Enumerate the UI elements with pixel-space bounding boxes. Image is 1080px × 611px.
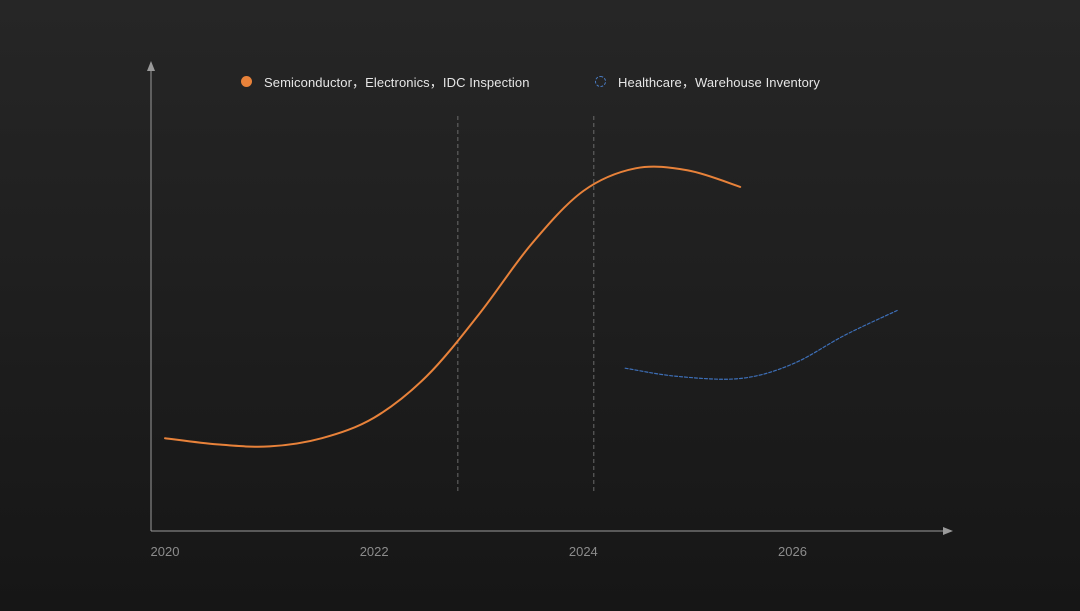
- legend-filled-circle-icon: [241, 75, 252, 87]
- x-tick-label: 2022: [360, 544, 389, 559]
- series-line-1: [164, 165, 742, 448]
- series-line-2: [624, 309, 898, 380]
- x-axis-arrow: [943, 527, 953, 535]
- legend-label: Semiconductor，Electronics，IDC Inspection: [264, 74, 530, 90]
- y-axis-arrow: [147, 61, 155, 71]
- x-tick-label: 2026: [778, 544, 807, 559]
- legend-item-semiconductor[interactable]: Semiconductor，Electronics，IDC Inspection: [241, 71, 530, 91]
- x-tick-label: 2020: [151, 544, 180, 559]
- x-tick-label: 2024: [569, 544, 598, 559]
- legend-open-circle-icon: [595, 75, 606, 87]
- legend-label: Healthcare，Warehouse Inventory: [618, 74, 820, 90]
- legend-item-healthcare[interactable]: Healthcare，Warehouse Inventory: [595, 71, 820, 91]
